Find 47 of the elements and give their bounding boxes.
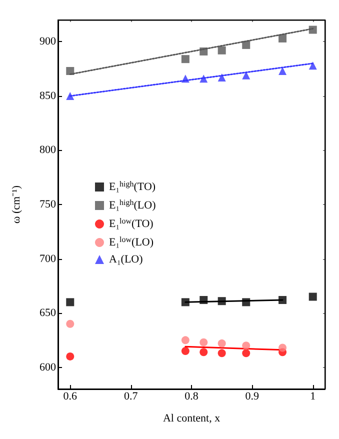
point: [242, 298, 250, 306]
x-tick-label: 0.9: [245, 390, 260, 402]
point: [218, 297, 226, 306]
x-tick-label: 1: [310, 390, 316, 402]
y-tick-label: 750: [40, 198, 56, 210]
legend-label: A₁(LO): [109, 254, 144, 266]
point: [242, 342, 250, 350]
x-tick-label: 0.8: [184, 390, 199, 402]
point: [278, 34, 287, 42]
y-tick-label: 600: [40, 361, 56, 374]
point: [218, 46, 226, 54]
point: [66, 298, 74, 306]
y-tick-label: 700: [40, 252, 56, 265]
point: [218, 339, 226, 348]
point: [278, 67, 287, 76]
point: [66, 320, 74, 328]
point: [308, 62, 317, 70]
x-tick-label: 0.7: [124, 390, 138, 402]
point: [200, 74, 208, 83]
point: [242, 71, 250, 80]
point: [200, 296, 208, 304]
point: [66, 92, 74, 100]
y-tick-label: 800: [40, 144, 56, 156]
y-axis-title: ω (cm⁻¹): [10, 185, 22, 224]
point: [242, 40, 250, 49]
point: [200, 348, 208, 356]
point: [308, 26, 317, 34]
point: [66, 352, 74, 360]
point: [278, 296, 287, 304]
point: [218, 349, 226, 358]
point: [308, 292, 317, 301]
x-tick-label: 0.6: [63, 390, 78, 402]
y-tick-label: 650: [40, 307, 56, 320]
x-axis-title: Al content, x: [162, 412, 221, 424]
point: [242, 349, 250, 358]
point: [218, 74, 226, 82]
point: [181, 347, 190, 356]
point: [181, 74, 190, 83]
y-tick-label: 900: [40, 36, 56, 48]
point: [181, 336, 190, 344]
point: [200, 47, 208, 56]
point: [200, 338, 208, 346]
y-tick-label: 850: [40, 90, 56, 102]
point: [181, 298, 190, 306]
point: [181, 55, 190, 64]
point: [66, 67, 74, 76]
point: [278, 344, 287, 352]
